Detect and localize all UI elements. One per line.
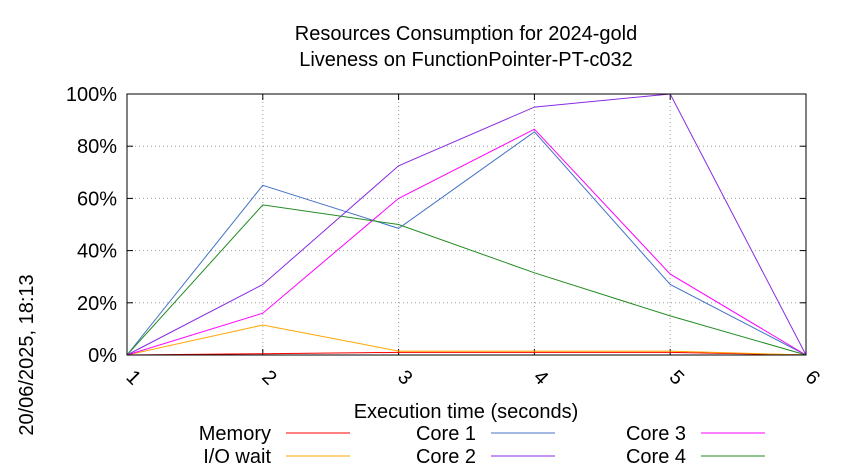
legend-label: Core 1: [416, 423, 476, 445]
legend-label: Core 3: [626, 423, 686, 445]
series-line-core-4: [126, 204, 807, 356]
chart-subtitle: Liveness on FunctionPointer-PT-c032: [299, 49, 633, 71]
plot-frame: [126, 93, 807, 356]
y-tick-label: 60%: [77, 188, 117, 210]
series-line-core-1: [126, 131, 807, 356]
x-tick-label: 3: [393, 366, 416, 389]
y-tick-label: 40%: [77, 241, 117, 263]
y-tick-label: 100%: [66, 84, 117, 106]
series-lines: [126, 93, 807, 356]
y-tick-label: 20%: [77, 293, 117, 315]
series-line-i-o-wait: [126, 324, 807, 356]
x-tick-label: 2: [257, 366, 280, 389]
y-tick-label: 0%: [88, 345, 117, 367]
legend-label: Memory: [199, 423, 271, 445]
x-tick-label: 6: [801, 366, 824, 389]
x-tick-label: 4: [529, 366, 552, 389]
series-line-core-2: [126, 93, 807, 356]
grid: [127, 94, 806, 355]
x-axis-label: Execution time (seconds): [354, 401, 579, 423]
legend-label: I/O wait: [203, 446, 271, 468]
legend-label: Core 2: [416, 446, 476, 468]
x-tick-label: 1: [122, 366, 145, 389]
series-line-core-3: [126, 128, 807, 356]
legend-label: Core 4: [626, 446, 686, 468]
x-axis-ticks: 1 2 3 4 5 6: [122, 94, 824, 389]
series-line-memory: [126, 351, 807, 356]
y-tick-label: 80%: [77, 136, 117, 158]
chart-title: Resources Consumption for 2024-gold: [295, 23, 637, 45]
y-axis-ticks: 0% 20% 40% 60% 80% 100%: [66, 84, 806, 367]
timestamp-label: 20/06/2025, 18:13: [16, 274, 38, 435]
x-tick-label: 5: [665, 366, 688, 389]
